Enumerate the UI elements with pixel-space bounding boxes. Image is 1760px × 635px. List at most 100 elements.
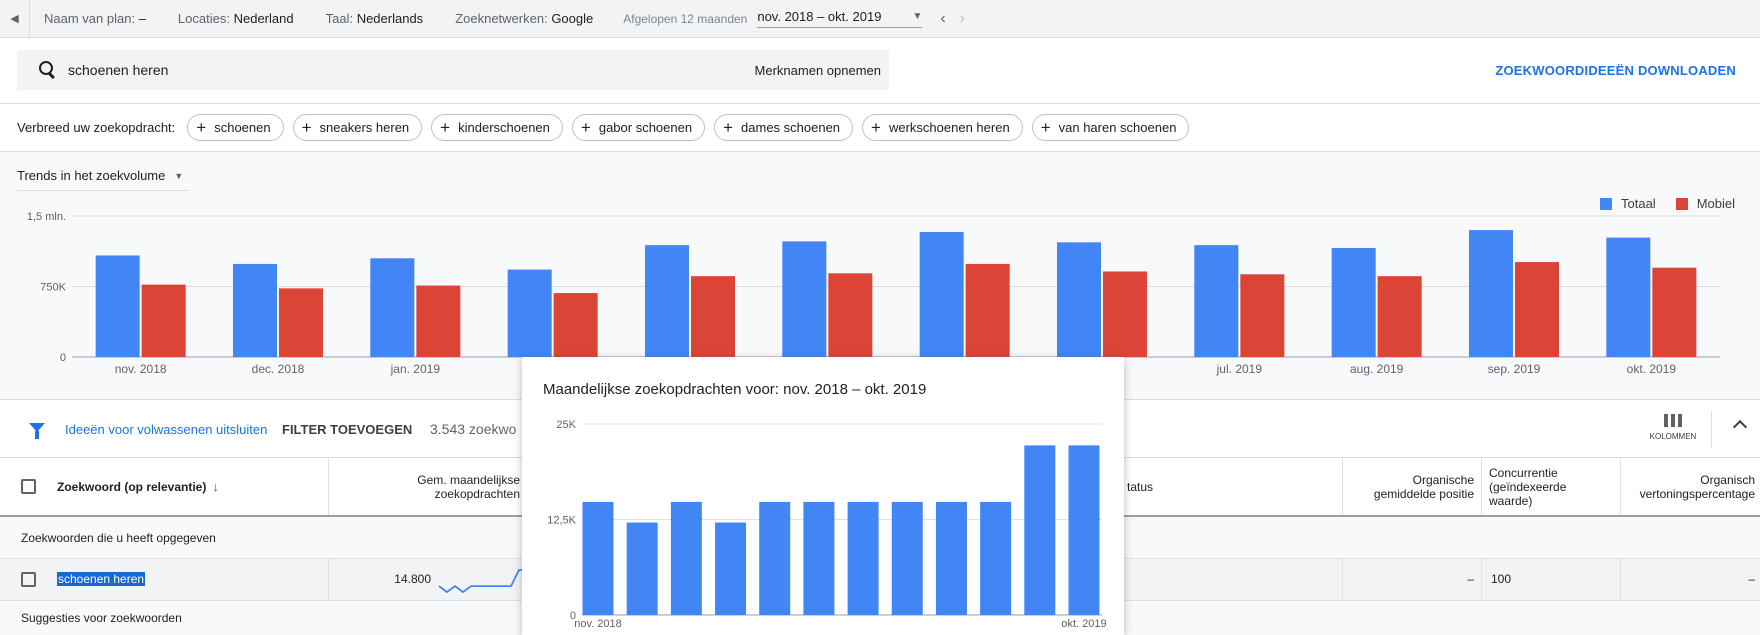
plan-name[interactable]: Naam van plan: – [44,11,146,26]
row-keyword[interactable]: schoenen heren [57,572,146,586]
header-line: Concurrentie [1489,465,1558,480]
bar-mobiel [1377,276,1422,357]
refine-chip[interactable]: + sneakers heren [292,114,423,141]
refine-chip[interactable]: + gabor schoenen [571,114,706,141]
language-setting[interactable]: Taal: Nederlands [325,11,424,26]
row-checkbox[interactable] [21,572,36,587]
bar-totaal [919,231,964,357]
bar [715,522,747,615]
refine-chip[interactable]: + kinderschoenen [431,114,563,141]
monthly-searches-chart: 0 12,5K 25K nov. 2018 okt. 2019 [547,419,1106,630]
y-tick-label: 25K [556,419,576,431]
chevron-up-icon[interactable] [1732,419,1748,435]
bar [1024,445,1056,615]
legend-item-mobiel[interactable]: Mobiel [1675,196,1735,211]
column-status[interactable]: tatus [1127,458,1153,515]
header-line: waarde) [1489,493,1533,508]
bar [759,501,791,615]
bar-totaal [645,245,689,357]
search-row: schoenen heren Merknamen opnemen ZOEKWOO… [0,38,1760,104]
chip-label: kinderschoenen [458,120,550,135]
result-count: 3.543 zoekwo [430,421,517,437]
select-all-checkbox[interactable] [21,479,36,494]
columns-button[interactable]: KOLOMMEN [1643,414,1703,441]
plus-icon: + [723,118,734,137]
x-tick-label: aug. 2019 [1350,362,1404,376]
top-bar: ◀ Naam van plan: – Locaties: Nederland T… [0,0,1760,38]
bar-totaal [1606,237,1651,357]
bar-totaal [1194,245,1239,357]
add-filter-button[interactable]: FILTER TOEVOEGEN [282,422,413,437]
refine-chip[interactable]: + werkschoenen heren [862,114,1023,141]
bar-mobiel [141,284,186,357]
date-range-select[interactable]: nov. 2018 – okt. 2019 ▼ [757,9,923,28]
bar-totaal [507,269,552,357]
bar [980,501,1012,615]
column-keyword[interactable]: Zoekwoord (op relevantie) ↓ [57,458,219,515]
bar-totaal [1057,242,1101,357]
x-tick-label: sep. 2019 [1488,362,1541,376]
chevron-left-icon[interactable]: ‹ [940,9,946,27]
search-icon [37,59,59,81]
divider [1620,458,1621,515]
chevron-right-icon[interactable]: › [959,9,965,27]
column-avg-searches[interactable]: Gem. maandelijkse zoekopdrachten [330,458,520,515]
column-status-label: tatus [1127,479,1154,494]
refine-chip[interactable]: + schoenen [187,114,284,141]
plus-icon: + [1040,118,1051,137]
header-line: Gem. maandelijkse [417,472,520,487]
bar-mobiel [553,293,598,357]
header-line: gemiddelde positie [1373,486,1474,501]
network-setting[interactable]: Zoeknetwerken: Google [455,11,594,26]
bar [1068,445,1100,615]
row-organic-position: – [1467,572,1474,586]
legend-label: Totaal [1621,196,1656,211]
refine-chip[interactable]: + dames schoenen [714,114,854,141]
column-competition[interactable]: Concurrentie (geïndexeerde waarde) [1489,458,1609,515]
search-input[interactable]: schoenen heren [68,62,169,78]
column-avg-searches-label: Gem. maandelijkse zoekopdrachten [417,473,520,501]
bar [803,501,835,615]
columns-label: KOLOMMEN [1649,432,1697,441]
bar-totaal [1331,247,1376,357]
download-button[interactable]: ZOEKWOORDIDEEËN DOWNLOADEN [1495,63,1736,78]
row-competition: 100 [1491,572,1512,586]
divider [1342,458,1343,515]
chip-label: van haren schoenen [1058,120,1177,135]
column-organic-position-label: Organische gemiddelde positie [1374,473,1474,501]
legend-item-totaal[interactable]: Totaal [1600,196,1656,211]
x-tick-label: dec. 2018 [252,362,305,376]
section-label: Suggesties voor zoekwoorden [21,611,182,625]
column-organic-position[interactable]: Organische gemiddelde positie [1344,458,1474,515]
x-tick-label: jul. 2019 [1216,362,1263,376]
divider [1481,458,1482,515]
refine-chip[interactable]: + van haren schoenen [1031,114,1190,141]
legend-label: Mobiel [1696,196,1735,211]
locations-setting[interactable]: Locaties: Nederland [177,11,294,26]
column-keyword-label: Zoekwoord (op relevantie) [57,479,207,494]
back-button[interactable]: ◀ [0,0,30,38]
bar [891,501,923,615]
bar [935,501,967,615]
legend-swatch [1675,197,1688,210]
exclude-adult-link[interactable]: Ideeën voor volwassenen uitsluiten [65,422,268,437]
column-organic-impressions[interactable]: Organisch vertoningspercentage [1622,458,1755,515]
bar-mobiel [828,273,873,357]
monthly-searches-popover: Maandelijkse zoekopdrachten voor: nov. 2… [522,357,1124,635]
columns-icon [1664,414,1682,427]
bar-totaal [233,263,277,357]
divider [1620,559,1621,600]
row-avg-searches: 14.800 [394,572,431,586]
brand-toggle[interactable]: Merknamen opnemen [754,62,881,78]
triangle-left-icon: ◀ [10,13,19,25]
trend-select[interactable]: Trends in het zoekvolume ▼ [17,168,189,191]
search-box[interactable]: schoenen heren Merknamen opnemen [17,50,889,90]
x-tick-label: nov. 2018 [574,618,622,630]
range-label: Afgelopen 12 maanden [623,11,748,26]
legend-swatch [1600,197,1612,210]
bar-mobiel [965,263,1010,357]
filter-icon[interactable] [29,423,45,439]
x-tick-label: okt. 2019 [1627,362,1677,376]
chip-label: werkschoenen heren [888,120,1010,135]
chip-label: gabor schoenen [598,120,693,135]
